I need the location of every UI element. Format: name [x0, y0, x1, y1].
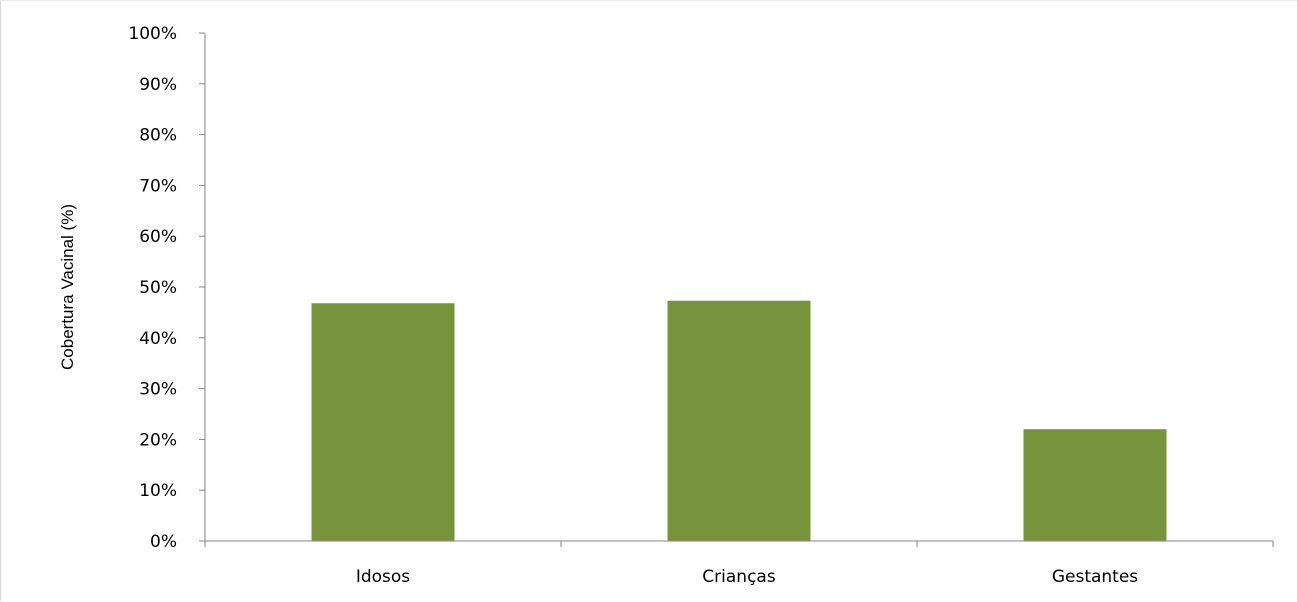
x-category-label: Idosos [356, 567, 410, 587]
y-tick-label: 60% [139, 227, 177, 247]
y-tick-label: 100% [128, 24, 177, 44]
y-axis-ticks: 0% 10% 20% 30% 40% 50% 60% 70% 80% 90% 100% [128, 24, 205, 552]
y-tick-label: 90% [139, 75, 177, 95]
y-tick-label: 70% [139, 176, 177, 196]
bar-idosos [311, 303, 455, 541]
y-tick-label: 30% [139, 380, 177, 400]
bar-crian-as [667, 300, 811, 541]
y-tick-label: 40% [139, 329, 177, 349]
bars [311, 300, 1167, 541]
y-tick-label: 80% [139, 126, 177, 146]
x-category-label: Gestantes [1052, 567, 1138, 587]
y-tick-label: 0% [150, 532, 177, 552]
y-tick-label: 50% [139, 278, 177, 298]
y-tick-label: 10% [139, 481, 177, 501]
y-axis-title: Cobertura Vacinal (%) [58, 204, 77, 370]
y-tick-label: 20% [139, 430, 177, 450]
x-category-label: Crianças [702, 567, 776, 587]
bar-gestantes [1023, 429, 1167, 541]
x-axis-labels: Idosos Crianças Gestantes [204, 541, 1274, 587]
